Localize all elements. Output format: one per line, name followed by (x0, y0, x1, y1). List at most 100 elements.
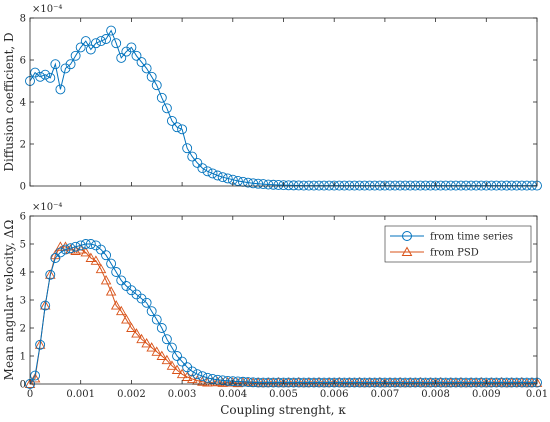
data-point-diffusion (268, 179, 279, 190)
data-point-diffusion (278, 180, 289, 191)
data-point-diffusion (182, 143, 193, 154)
data-point-from-psd (181, 371, 193, 381)
data-point-diffusion (440, 180, 451, 191)
data-point-diffusion (192, 157, 203, 168)
data-point-diffusion (45, 72, 56, 83)
data-point-from-psd (60, 241, 71, 251)
data-point-diffusion (445, 180, 456, 191)
data-point-from-time-series (187, 366, 198, 377)
data-point-from-time-series (491, 377, 502, 388)
data-point-diffusion (232, 176, 243, 186)
data-point-diffusion (293, 180, 304, 191)
data-point-from-time-series (471, 377, 482, 388)
data-point-from-psd (313, 376, 325, 387)
data-point-from-time-series (405, 377, 416, 388)
data-point-from-time-series (496, 377, 507, 388)
data-point-from-time-series (369, 377, 380, 388)
data-point-diffusion (263, 179, 274, 190)
data-point-from-time-series (288, 377, 299, 388)
data-point-from-psd (475, 376, 487, 387)
data-point-from-psd (161, 354, 173, 365)
data-point-diffusion (481, 180, 492, 191)
data-point-from-time-series (450, 377, 461, 388)
data-point-from-time-series (161, 334, 172, 345)
data-point-from-time-series (197, 371, 208, 382)
bottom-exponent-label: ×10⁻⁴ (32, 202, 62, 213)
data-point-from-psd (45, 269, 56, 279)
data-point-diffusion (374, 180, 385, 191)
data-point-from-psd (85, 252, 97, 262)
data-point-diffusion (288, 180, 299, 191)
data-point-from-time-series (298, 377, 309, 388)
data-point-from-time-series (425, 377, 436, 388)
top-y-tick-label: 4 (20, 98, 26, 109)
data-point-diffusion (410, 180, 421, 191)
data-point-diffusion (146, 71, 157, 82)
legend: from time series from PSD (384, 225, 532, 263)
x-tick-label: 0.006 (320, 389, 349, 400)
data-point-from-psd (293, 376, 304, 387)
data-point-from-psd (455, 376, 467, 387)
data-point-diffusion (222, 173, 233, 184)
data-point-from-time-series (385, 377, 395, 388)
data-point-from-time-series (466, 377, 477, 388)
bottom-y-tick-label: 1 (20, 352, 26, 363)
data-point-from-time-series (167, 342, 177, 353)
data-point-diffusion (70, 50, 81, 61)
data-point-from-psd (115, 305, 127, 316)
data-point-from-psd (176, 368, 188, 379)
data-point-diffusion (258, 179, 269, 190)
data-point-from-psd (374, 376, 386, 387)
data-point-diffusion (364, 180, 375, 191)
data-point-from-time-series (349, 377, 360, 388)
data-point-from-psd (95, 263, 107, 274)
data-point-from-time-series (476, 377, 487, 388)
data-point-diffusion (212, 170, 223, 181)
top-y-tick-label: 6 (20, 56, 26, 67)
data-point-diffusion (50, 59, 61, 70)
data-point-from-time-series (334, 377, 345, 388)
data-point-from-psd (131, 328, 142, 338)
data-point-from-psd (90, 255, 102, 265)
data-point-from-time-series (70, 241, 81, 252)
x-tick-label: 0.01 (526, 389, 548, 400)
data-point-from-time-series (101, 250, 112, 261)
data-point-from-psd (110, 300, 122, 310)
data-point-from-time-series (390, 377, 400, 388)
bottom-y-axis-label: Mean angular velocity, ΔΩ (2, 220, 16, 381)
data-point-diffusion (526, 180, 537, 191)
data-point-from-time-series (329, 377, 340, 388)
data-point-diffusion (415, 180, 426, 191)
bottom-y-tick-label: 6 (20, 212, 26, 223)
data-point-diffusion (369, 180, 380, 191)
data-point-from-time-series (177, 356, 188, 367)
data-point-from-time-series (192, 369, 203, 380)
data-point-from-time-series (151, 314, 162, 325)
x-tick-label: 0.003 (168, 389, 197, 400)
data-point-from-psd (80, 246, 92, 257)
data-point-from-time-series (435, 377, 446, 388)
data-point-from-time-series (456, 377, 466, 388)
data-point-diffusion (243, 177, 253, 188)
data-point-from-time-series (253, 377, 264, 388)
data-point-from-psd (415, 376, 426, 387)
data-point-diffusion (298, 180, 309, 191)
data-point-from-time-series (344, 377, 355, 388)
data-point-diffusion (167, 115, 177, 126)
data-point-from-time-series (308, 377, 319, 388)
data-point-from-time-series (506, 377, 517, 388)
data-point-from-time-series (116, 275, 127, 286)
data-point-diffusion (420, 180, 431, 191)
top-exponent-label: ×10⁻⁴ (32, 4, 62, 15)
top-y-tick-label: 0 (20, 182, 26, 193)
data-point-diffusion (136, 57, 147, 68)
data-point-diffusion (75, 42, 86, 53)
data-point-diffusion (65, 59, 76, 70)
data-point-diffusion (319, 180, 330, 191)
data-point-diffusion (450, 180, 461, 191)
data-point-from-time-series (65, 243, 76, 254)
data-point-from-time-series (243, 377, 253, 387)
data-point-from-time-series (268, 377, 279, 388)
data-point-from-psd (136, 333, 147, 344)
